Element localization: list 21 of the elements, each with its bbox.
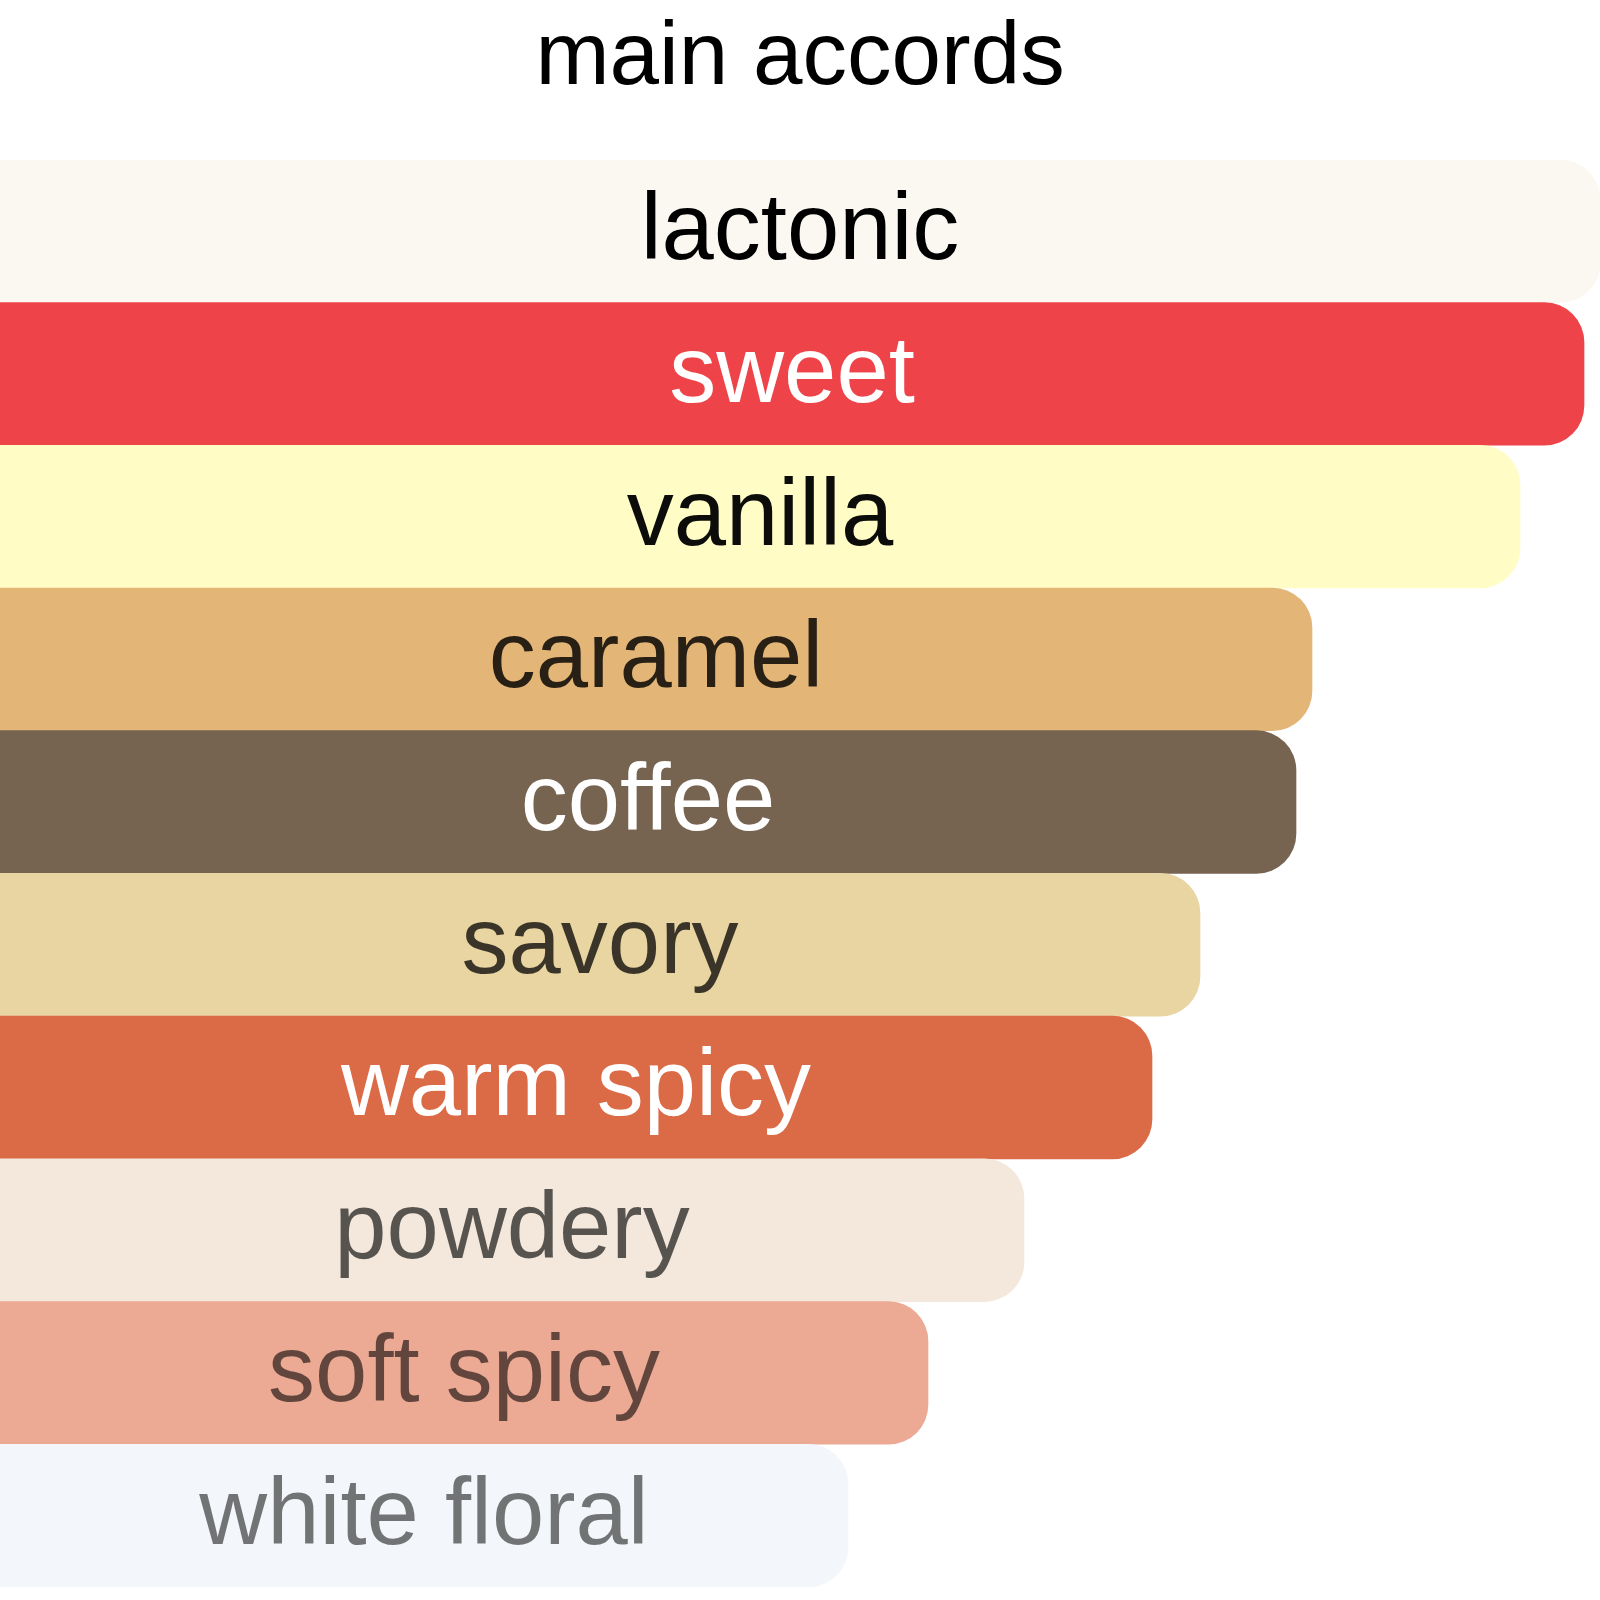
y-tick-label: soft spicy [268, 1315, 660, 1421]
bar [0, 444, 1521, 589]
bar [0, 159, 1600, 303]
bar [0, 1158, 1025, 1302]
y-tick-label: sweet [669, 316, 915, 422]
y-tick-label: lactonic [640, 174, 960, 280]
y-tick-label: powdery [334, 1173, 690, 1279]
bar [0, 587, 1313, 732]
y-tick-label: savory [461, 887, 739, 993]
y-tick-label: vanilla [626, 459, 894, 565]
bar [0, 302, 1585, 446]
y-tick-label: white floral [198, 1458, 649, 1564]
y-tick-label: coffee [520, 744, 776, 850]
bar [0, 873, 1201, 1017]
y-tick-label: caramel [488, 602, 824, 708]
bar [0, 1015, 1153, 1160]
y-tick-label: warm spicy [339, 1030, 812, 1136]
bar [0, 1301, 929, 1445]
chart-title: main accords [535, 2, 1065, 103]
bar [0, 1443, 849, 1587]
bar [0, 730, 1297, 874]
